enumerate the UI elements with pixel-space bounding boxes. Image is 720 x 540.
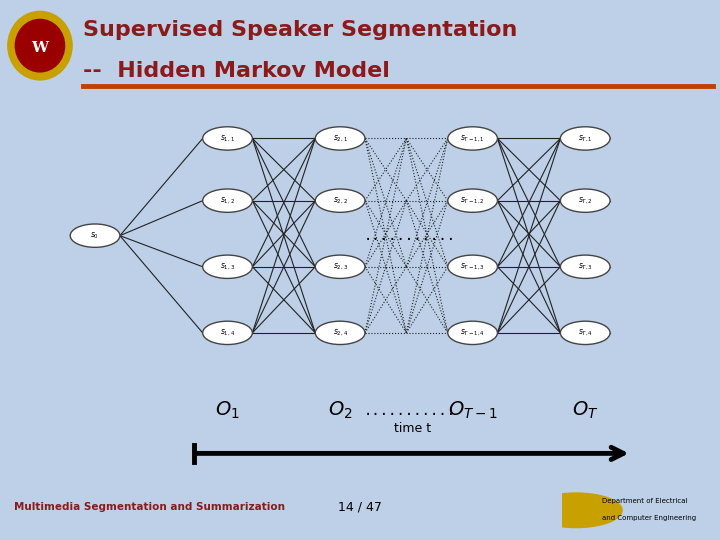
- Text: $s_{2,3}$: $s_{2,3}$: [333, 261, 348, 272]
- Text: $O_T$: $O_T$: [572, 400, 598, 421]
- Text: $O_2$: $O_2$: [328, 400, 352, 421]
- Text: $O_{T-1}$: $O_{T-1}$: [448, 400, 498, 421]
- Ellipse shape: [315, 321, 365, 345]
- Text: ...........: ...........: [364, 403, 456, 417]
- Ellipse shape: [560, 127, 610, 150]
- Text: $s_{2,2}$: $s_{2,2}$: [333, 195, 348, 206]
- Text: --  Hidden Markov Model: -- Hidden Markov Model: [83, 60, 390, 80]
- Circle shape: [15, 19, 65, 72]
- Ellipse shape: [560, 255, 610, 279]
- Text: W: W: [32, 41, 48, 55]
- Ellipse shape: [560, 321, 610, 345]
- Text: $s_{T-1,2}$: $s_{T-1,2}$: [460, 195, 485, 206]
- Circle shape: [8, 11, 72, 80]
- Text: $s_{1,4}$: $s_{1,4}$: [220, 328, 235, 338]
- Ellipse shape: [203, 189, 253, 212]
- Ellipse shape: [448, 321, 498, 345]
- Ellipse shape: [203, 127, 253, 150]
- Text: time t: time t: [395, 422, 431, 435]
- Ellipse shape: [315, 189, 365, 212]
- Ellipse shape: [448, 189, 498, 212]
- Ellipse shape: [315, 255, 365, 279]
- Ellipse shape: [448, 255, 498, 279]
- Text: $s_{2,1}$: $s_{2,1}$: [333, 133, 348, 144]
- Text: $s_{T,4}$: $s_{T,4}$: [577, 328, 593, 338]
- Ellipse shape: [315, 127, 365, 150]
- Text: $s_{T,2}$: $s_{T,2}$: [577, 195, 593, 206]
- Text: $s_{T-1,4}$: $s_{T-1,4}$: [460, 328, 485, 338]
- Text: Department of Electrical: Department of Electrical: [602, 497, 688, 504]
- Text: $s_0$: $s_0$: [91, 231, 99, 241]
- Text: ...........: ...........: [364, 228, 456, 242]
- Text: $s_{1,1}$: $s_{1,1}$: [220, 133, 235, 144]
- Ellipse shape: [71, 224, 120, 247]
- Text: Supervised Speaker Segmentation: Supervised Speaker Segmentation: [83, 19, 517, 39]
- Circle shape: [530, 493, 622, 528]
- Text: $s_{1,3}$: $s_{1,3}$: [220, 261, 235, 272]
- Text: $O_1$: $O_1$: [215, 400, 240, 421]
- Text: Multimedia Segmentation and Summarization: Multimedia Segmentation and Summarizatio…: [14, 502, 285, 512]
- Text: and Computer Engineering: and Computer Engineering: [602, 515, 696, 522]
- Ellipse shape: [203, 255, 253, 279]
- Ellipse shape: [560, 189, 610, 212]
- Text: $s_{T,1}$: $s_{T,1}$: [577, 133, 593, 144]
- Text: $s_{T-1,1}$: $s_{T-1,1}$: [460, 133, 485, 144]
- Text: $s_{2,4}$: $s_{2,4}$: [333, 328, 348, 338]
- Ellipse shape: [448, 127, 498, 150]
- Text: $s_{1,2}$: $s_{1,2}$: [220, 195, 235, 206]
- Ellipse shape: [203, 321, 253, 345]
- Text: $s_{T,3}$: $s_{T,3}$: [577, 261, 593, 272]
- Text: $s_{T-1,3}$: $s_{T-1,3}$: [460, 261, 485, 272]
- Text: 14 / 47: 14 / 47: [338, 501, 382, 514]
